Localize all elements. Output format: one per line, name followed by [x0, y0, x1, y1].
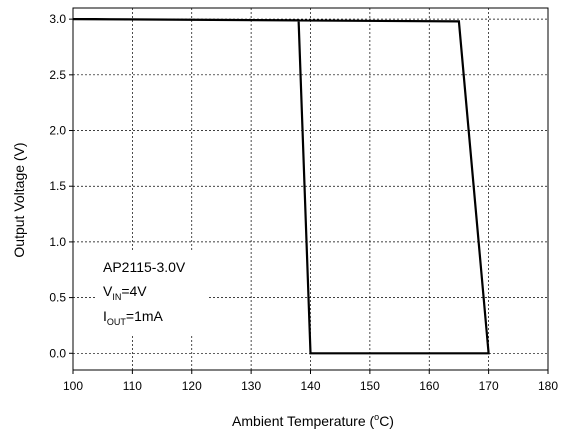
x-axis-title-sup: o [374, 412, 379, 422]
vin-value: =4V [121, 283, 147, 299]
x-axis-title: Ambient Temperature (oC) [232, 412, 394, 429]
iout-value: =1mA [126, 308, 164, 324]
tick-labels: 100 110 120 130 140 150 160 170 180 0.0 0.5 1.0 1.5 2… [49, 12, 558, 393]
annotation-background [97, 252, 209, 336]
y-tick-label: 2.0 [49, 124, 66, 138]
iout-sub: OUT [107, 317, 127, 327]
y-tick-label: 0.5 [49, 291, 66, 305]
vin-v: V [103, 283, 113, 299]
x-tick-label: 120 [182, 379, 202, 393]
x-tick-label: 130 [241, 379, 261, 393]
annotation-line2: VIN=4V [103, 283, 147, 302]
x-tick-label: 170 [479, 379, 499, 393]
ticks [69, 18, 549, 374]
y-tick-label: 2.5 [49, 68, 66, 82]
annotation-line1: AP2115-3.0V [103, 259, 186, 275]
annotation-line3: IOUT=1mA [103, 308, 164, 327]
vin-sub: IN [112, 292, 121, 302]
x-tick-label: 180 [538, 379, 558, 393]
y-tick-label: 3.0 [49, 12, 66, 26]
x-tick-label: 110 [123, 379, 142, 393]
y-axis-title: Output Voltage (V) [11, 142, 27, 257]
y-tick-label: 1.5 [49, 179, 66, 193]
series-0-line [72, 18, 490, 355]
x-tick-label: 100 [63, 379, 83, 393]
y-tick-label: 1.0 [49, 235, 66, 249]
iout-i: I [103, 308, 107, 324]
x-axis-title-tail: C) [379, 413, 394, 429]
plot-frame [72, 7, 549, 371]
y-tick-label: 0.0 [49, 346, 66, 360]
x-tick-label: 160 [419, 379, 439, 393]
x-tick-label: 150 [360, 379, 380, 393]
x-axis-title-main: Ambient Temperature ( [232, 413, 374, 429]
x-tick-label: 140 [300, 379, 320, 393]
